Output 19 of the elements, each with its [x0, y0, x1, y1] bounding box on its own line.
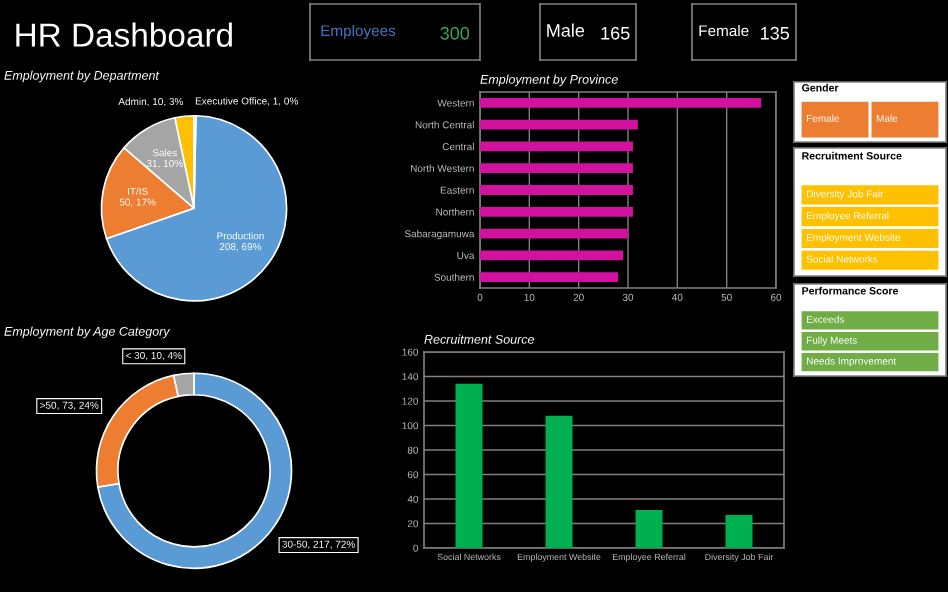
bar [545, 415, 573, 548]
bar [480, 250, 624, 261]
bar [455, 383, 483, 548]
bar [480, 185, 633, 195]
bar [480, 141, 633, 152]
bar [480, 206, 633, 217]
bar [635, 510, 663, 548]
pie-slice [105, 114, 288, 302]
bar [480, 272, 619, 283]
text: Male [547, 23, 585, 37]
bar [480, 163, 633, 174]
text: 300 [440, 26, 470, 40]
bar [480, 97, 762, 108]
text: 165 [601, 26, 630, 40]
bar [725, 514, 753, 548]
bar [480, 119, 638, 130]
text: HR Dashboard [16, 22, 232, 47]
text: 135 [761, 26, 790, 40]
bar [480, 228, 628, 239]
